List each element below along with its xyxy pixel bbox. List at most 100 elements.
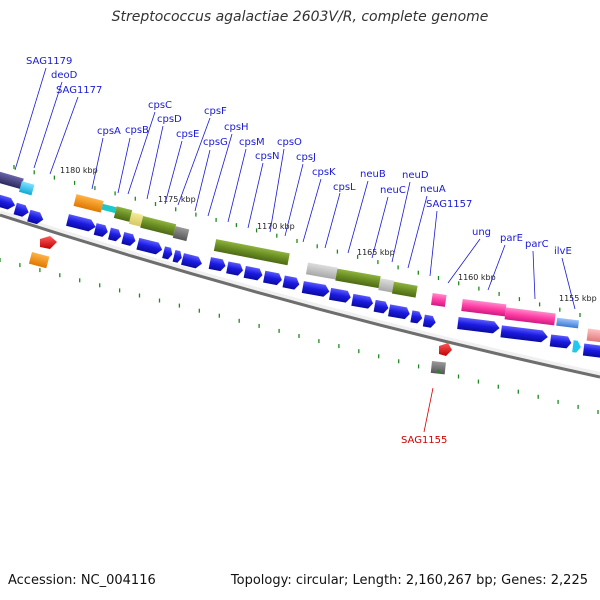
leader-line — [247, 162, 264, 229]
cds-arrow — [263, 270, 282, 286]
topology-text: Topology: circular; Length: 2,160,267 bp… — [230, 573, 588, 588]
cds-arrows — [0, 193, 600, 358]
cds-arrow — [329, 287, 351, 303]
cog-feature — [556, 317, 579, 329]
leader-line — [532, 250, 536, 300]
gene-label: ilvE — [554, 246, 572, 257]
gene-labels: SAG1179 deoD SAG1177 cpsA cpsB cpsC cpsD… — [26, 56, 572, 446]
cog-feature — [101, 203, 117, 214]
leader-line — [269, 148, 285, 233]
cds-arrow — [13, 202, 29, 217]
cog-feature — [0, 170, 24, 190]
cps-feature — [213, 239, 290, 266]
cog-feature — [504, 307, 556, 326]
cog-feature — [18, 181, 35, 196]
tick-label: 1165 kbp — [357, 248, 395, 257]
tick-label: 1170 kbp — [257, 222, 295, 231]
gene-label: cpsD — [157, 114, 182, 125]
gene-label: cpsK — [312, 167, 336, 178]
gene-label: neuA — [420, 184, 446, 195]
cds-arrow — [282, 275, 300, 290]
cds-arrow — [500, 325, 548, 343]
gene-label: SAG1179 — [26, 56, 72, 67]
rna-features — [28, 236, 452, 375]
gene-label: ung — [472, 227, 491, 238]
cps-feature — [391, 281, 418, 298]
leader-line — [447, 238, 481, 284]
cds-arrow — [422, 314, 436, 328]
cog-feature — [305, 262, 338, 280]
gene-label: neuD — [402, 170, 429, 181]
rna-feature — [430, 360, 446, 375]
gene-label: cpsF — [204, 106, 227, 117]
cds-arrow — [136, 237, 163, 255]
gene-label: deoD — [51, 70, 78, 81]
leader-line — [91, 137, 104, 190]
rna-label: SAG1155 — [401, 435, 447, 446]
leader-line — [371, 196, 389, 259]
cds-arrow — [549, 334, 572, 349]
cds-arrow — [410, 310, 423, 324]
gene-label: cpsC — [148, 100, 172, 111]
gene-label: cpsH — [224, 122, 249, 133]
cog-feature — [461, 299, 507, 317]
cds-arrow — [27, 209, 44, 225]
cog-feature-band — [0, 170, 600, 343]
label-leaders — [14, 67, 576, 433]
leader-line — [146, 125, 164, 200]
leader-line — [49, 96, 79, 175]
gene-label: SAG1177 — [56, 85, 102, 96]
leader-line-rna — [423, 387, 434, 433]
gene-label: cpsO — [277, 137, 302, 148]
accession-text: Accession: NC_004116 — [8, 573, 156, 588]
leader-line — [164, 140, 183, 205]
cds-arrow — [108, 227, 122, 242]
kbp-ticks — [0, 165, 599, 414]
cds-arrow — [66, 214, 96, 232]
leader-line — [14, 67, 47, 171]
cps-feature — [335, 268, 381, 289]
leader-line — [429, 210, 438, 277]
leader-line — [127, 111, 156, 195]
tick-label: 1160 kbp — [458, 273, 496, 282]
gene-label: cpsA — [97, 126, 121, 137]
gene-label: cpsG — [203, 137, 228, 148]
tick-labels: 1180 kbp 1175 kbp 1170 kbp 1165 kbp 1160… — [60, 166, 597, 303]
cds-arrow — [0, 193, 16, 210]
leader-line — [347, 180, 369, 254]
cds-arrow — [121, 232, 136, 246]
cds-arrow — [226, 261, 243, 276]
cog-feature — [586, 328, 600, 343]
rna-arrow — [40, 236, 57, 249]
gene-label: neuC — [380, 185, 406, 196]
leader-line — [391, 181, 411, 263]
gene-label: cpsL — [333, 182, 356, 193]
leader-line — [177, 117, 211, 206]
gene-label: cpsE — [176, 129, 199, 140]
map-title: Streptococcus agalactiae 2603V/R, comple… — [111, 9, 489, 25]
leader-line — [284, 163, 304, 237]
cds-arrow — [572, 340, 581, 353]
leader-line — [324, 192, 341, 249]
cds-arrow — [457, 317, 500, 334]
cog-feature — [140, 215, 177, 236]
cds-arrow — [93, 223, 108, 237]
leader-line — [227, 148, 247, 223]
leader-line — [33, 81, 63, 169]
rna-arrow — [439, 343, 452, 356]
cds-arrow — [582, 343, 600, 358]
cds-arrow — [301, 281, 330, 297]
leader-line — [561, 257, 576, 310]
tick-label: 1175 kbp — [158, 195, 196, 204]
cog-feature — [431, 293, 447, 307]
cds-arrow — [208, 257, 226, 272]
tick-label: 1155 kbp — [559, 294, 597, 303]
leader-line — [487, 244, 506, 291]
gene-label: cpsB — [125, 125, 149, 136]
leader-line — [194, 149, 211, 212]
cds-arrow — [172, 249, 182, 263]
cog-feature — [28, 252, 50, 269]
cog-feature — [73, 194, 104, 213]
gene-label: cpsM — [239, 137, 265, 148]
